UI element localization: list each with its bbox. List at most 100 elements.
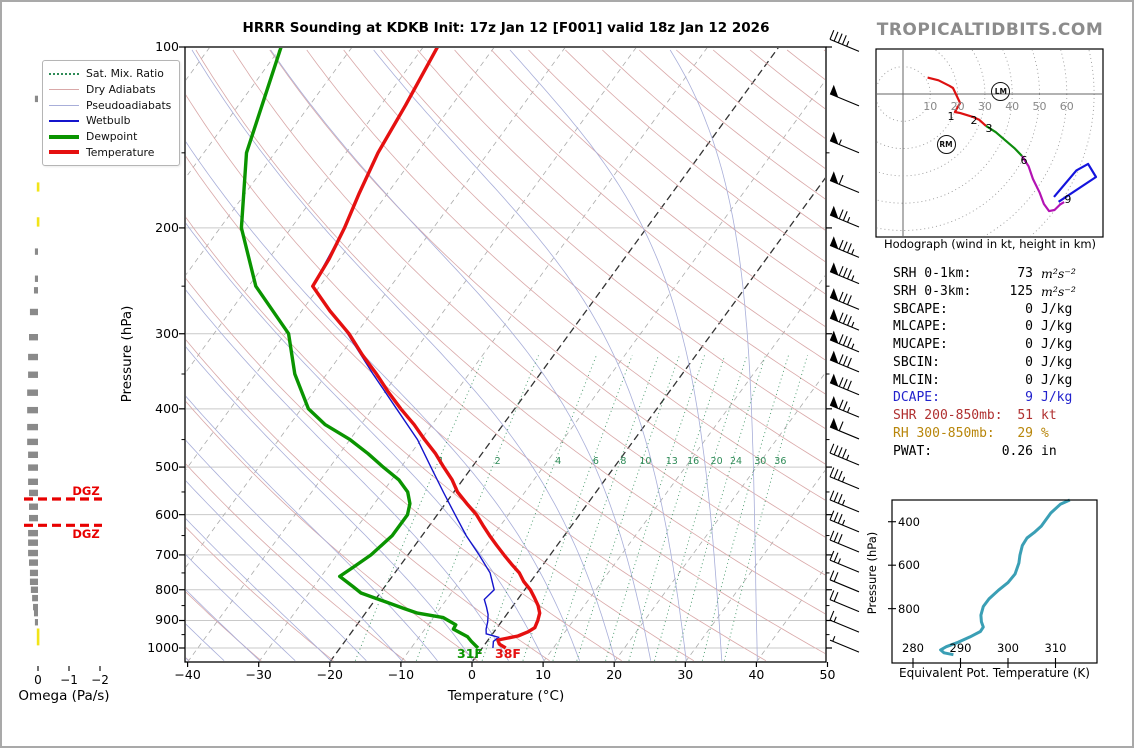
stat-unit: m²s⁻² bbox=[1041, 266, 1076, 281]
legend-item-label: Dry Adiabats bbox=[86, 83, 156, 97]
wind-barb-column bbox=[829, 29, 860, 653]
pressure-axis-label: Pressure (hPa) bbox=[119, 305, 135, 403]
stat-value: 0.26 bbox=[1001, 443, 1033, 459]
omega-tick-label: 0 bbox=[34, 673, 42, 687]
stat-label: SBCIN: bbox=[893, 354, 940, 370]
stat-value: 0 bbox=[1025, 337, 1033, 352]
stat-label: RH 300-850mb: bbox=[893, 425, 995, 441]
stat-unit: % bbox=[1041, 425, 1049, 441]
stat-row: RH 300-850mb: 29% bbox=[893, 426, 1133, 444]
mixing-ratio-label: 13 bbox=[666, 456, 678, 467]
dewpoint-curve bbox=[239, 48, 480, 650]
stat-label: SHR 200-850mb: bbox=[893, 408, 1003, 423]
mixing-ratio-label: 2 bbox=[495, 456, 501, 467]
thetae-y-tick-label: 600 bbox=[898, 558, 920, 573]
stat-value: 0 bbox=[1025, 319, 1033, 335]
dgz-label-bottom: DGZ bbox=[72, 527, 100, 541]
thetae-x-tick-label: 300 bbox=[997, 641, 1019, 655]
omega-bar bbox=[29, 559, 38, 566]
pressure-tick-label: 700 bbox=[155, 546, 179, 562]
wind-barb-icon bbox=[829, 519, 860, 533]
wind-barb-icon bbox=[829, 214, 860, 228]
omega-zero-mark bbox=[36, 217, 40, 227]
omega-bar bbox=[28, 464, 38, 471]
hodograph-trace-9-12km bbox=[1053, 162, 1098, 203]
stat-label: DCAPE: bbox=[893, 390, 940, 406]
omega-bar bbox=[33, 287, 38, 294]
temperature-tick-label: −10 bbox=[387, 667, 415, 682]
legend-item: Dry Adiabats bbox=[49, 82, 171, 98]
stat-unit: kt bbox=[1041, 408, 1057, 423]
hodograph-height-label: 2 bbox=[970, 114, 978, 128]
wetbulb-legend-line-icon bbox=[49, 119, 79, 122]
stat-value: 0 bbox=[1025, 354, 1033, 370]
mixing-ratio-label: 30 bbox=[754, 456, 766, 467]
omega-tick-label: −2 bbox=[91, 673, 109, 687]
omega-bar bbox=[29, 308, 38, 316]
legend-item-label: Dewpoint bbox=[86, 130, 138, 144]
legend-item: Pseudoadiabats bbox=[49, 97, 171, 113]
stat-row: SBCAPE: 0 J/kg bbox=[893, 302, 1133, 320]
sounding-curves bbox=[239, 48, 542, 650]
thetae-x-tick-label: 290 bbox=[949, 641, 972, 655]
thetae-ylabel: Pressure (hPa) bbox=[865, 531, 879, 615]
wind-barb-icon bbox=[829, 476, 860, 490]
mixing-ratio-label: 4 bbox=[555, 456, 561, 467]
stat-value: 0 bbox=[1025, 372, 1033, 388]
omega-bar bbox=[28, 353, 38, 361]
wetbulb-curve bbox=[311, 48, 500, 649]
wind-barb-icon bbox=[829, 244, 860, 258]
omega-bar bbox=[33, 609, 38, 617]
wind-barb-icon bbox=[829, 317, 860, 331]
legend-item: Sat. Mix. Ratio bbox=[49, 66, 171, 82]
hodograph-ring-label: 10 bbox=[923, 100, 938, 113]
legend-item-label: Temperature bbox=[86, 145, 155, 159]
omega-bar bbox=[28, 371, 38, 378]
dgz-label-top: DGZ bbox=[72, 484, 100, 498]
omega-zero-mark bbox=[36, 628, 40, 646]
wind-barb-icon bbox=[829, 296, 860, 310]
temperature-tick-label: 40 bbox=[748, 667, 765, 682]
stat-value: 51 bbox=[1017, 408, 1033, 423]
temperature-tick-label: 30 bbox=[677, 667, 694, 682]
pressure-tick-label: 300 bbox=[155, 325, 179, 341]
watermark: TROPICALTIDBITS.COM bbox=[876, 20, 1104, 40]
storm-motion-marker-lm: LM bbox=[991, 82, 1011, 102]
mixing-ratio-label: 16 bbox=[687, 456, 699, 467]
stat-unit: J/kg bbox=[1041, 354, 1073, 370]
pressure-tick-label: 900 bbox=[155, 612, 179, 628]
mixing-ratio-label: 20 bbox=[711, 456, 723, 467]
legend-item: Wetbulb bbox=[49, 113, 171, 129]
stat-unit: J/kg bbox=[1041, 301, 1073, 317]
thetae-x-tick-label: 280 bbox=[902, 641, 924, 655]
hodograph-ring-label: 20 bbox=[950, 100, 965, 113]
skewt-background: 1 2 4 6 8 10 13 16 20 24 30 36 bbox=[186, 48, 825, 661]
page-title: HRRR Sounding at KDKB Init: 17z Jan 12 [… bbox=[242, 20, 770, 36]
temperature-tick-label: 20 bbox=[606, 667, 623, 682]
wind-barb-icon bbox=[829, 539, 860, 553]
legend-item: Dewpoint bbox=[49, 129, 171, 145]
omega-bar bbox=[28, 529, 38, 537]
omega-bar bbox=[30, 586, 38, 593]
omega-bar bbox=[34, 95, 38, 103]
hodograph-trace-6-9km bbox=[1021, 155, 1065, 213]
surface-temp-label: 38F bbox=[495, 646, 521, 661]
omega-bar bbox=[33, 603, 38, 611]
pressure-tick-label: 1000 bbox=[147, 640, 179, 655]
omega-bar bbox=[34, 619, 38, 626]
stat-row: SRH 0-1km: 73 m²s⁻² bbox=[893, 266, 1133, 284]
storm-motion-marker-rm: RM bbox=[936, 134, 956, 154]
temperature-tick-label: 10 bbox=[535, 667, 552, 682]
satmix-legend-line-icon bbox=[49, 72, 79, 75]
wind-barb-icon bbox=[829, 579, 860, 593]
stat-label: MLCIN: bbox=[893, 372, 940, 388]
stat-row: SRH 0-3km: 125 m²s⁻² bbox=[893, 284, 1133, 302]
thetae-y-tick-label: 400 bbox=[898, 514, 920, 529]
omega-bar bbox=[29, 489, 38, 497]
stat-unit: in bbox=[1041, 443, 1057, 459]
wind-barb-icon bbox=[829, 619, 860, 633]
pressure-tick-label: 800 bbox=[155, 581, 179, 597]
temperature-tick-label: −40 bbox=[174, 667, 201, 682]
thetae-curve bbox=[939, 498, 1071, 657]
dewpoint-legend-line-icon bbox=[49, 134, 79, 139]
